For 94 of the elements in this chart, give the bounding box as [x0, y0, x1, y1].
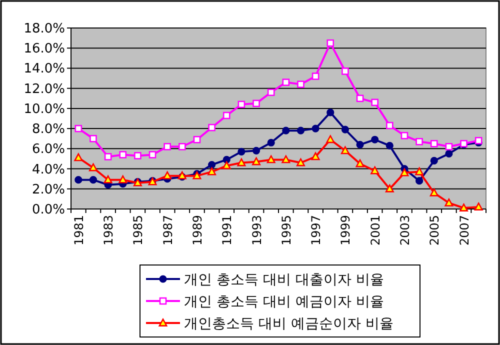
point [178, 143, 186, 150]
x-tick-label: 2001 [368, 215, 382, 246]
point [400, 132, 408, 140]
point [74, 124, 82, 132]
point [430, 156, 438, 165]
x-tick-label: 1987 [160, 215, 175, 246]
point [164, 143, 171, 150]
point [371, 136, 379, 144]
legend-label: 개인총소득 대비 예금순이자 비율 [184, 316, 394, 332]
point [88, 163, 98, 172]
point [118, 175, 128, 184]
point [104, 153, 112, 160]
point [90, 134, 97, 142]
point [326, 39, 334, 47]
point [386, 122, 394, 130]
point [385, 184, 394, 192]
point [237, 158, 246, 166]
y-tick-label: 14.0% [24, 62, 65, 77]
x-tick-label: 1993 [250, 215, 264, 246]
point [252, 100, 260, 108]
point [238, 100, 246, 108]
y-tick-label: 6.0% [32, 142, 65, 158]
y-tick-label: 8.0% [32, 122, 65, 138]
point [222, 112, 230, 120]
point [416, 177, 424, 185]
point [208, 124, 216, 132]
point [222, 161, 231, 170]
legend-label: 개인 총소득 대비 예금이자 비율 [184, 294, 384, 310]
point [445, 150, 453, 158]
point [208, 160, 216, 169]
x-tick-label: 2005 [428, 215, 442, 246]
x-tick-label: 1983 [102, 215, 116, 246]
y-tick-label: 12.0% [24, 82, 65, 97]
x-tick-label: 1991 [220, 215, 234, 246]
point [267, 138, 275, 146]
point [474, 202, 483, 210]
x-tick-label: 1981 [72, 215, 86, 246]
x-tick-label: 1985 [131, 215, 146, 246]
x-tick-label: 2007 [457, 215, 472, 246]
y-tick-label: 16.0% [24, 42, 65, 57]
point [356, 159, 364, 168]
point [340, 146, 350, 154]
x-tick-label: 2003 [398, 215, 412, 246]
point [74, 176, 82, 184]
y-tick-label: 10.0% [24, 102, 65, 117]
point [445, 143, 453, 150]
point [296, 158, 305, 166]
point [326, 108, 334, 116]
point [356, 140, 364, 148]
point [282, 78, 290, 86]
point [370, 166, 380, 174]
point [430, 188, 438, 196]
point [252, 157, 261, 166]
point [296, 126, 305, 134]
point [371, 98, 378, 106]
point [74, 153, 83, 162]
y-tick-label: 4.0% [32, 162, 65, 178]
point [430, 140, 438, 148]
point [460, 204, 468, 212]
point [267, 88, 275, 96]
y-tick-label: 0.0% [32, 202, 65, 218]
point [311, 152, 320, 160]
point [312, 124, 320, 132]
point [238, 148, 246, 156]
x-tick-label: 1999 [338, 215, 353, 246]
point [341, 126, 349, 134]
point [208, 167, 216, 176]
point [119, 151, 127, 158]
y-tick-label: 2.0% [32, 182, 65, 198]
point [148, 151, 156, 158]
y-tick-label: 18.0% [24, 22, 65, 36]
point [297, 80, 304, 88]
point [416, 138, 423, 146]
point [134, 152, 142, 160]
point [89, 176, 98, 184]
point [356, 94, 364, 102]
point [282, 155, 290, 164]
point [326, 135, 335, 144]
x-tick-label: 1989 [190, 215, 204, 246]
point [163, 171, 172, 180]
point [282, 126, 290, 134]
x-tick-label: 1995 [279, 215, 294, 246]
point [312, 72, 320, 80]
legend-label: 개인 총소득 대비 대출이자 비율 [184, 272, 384, 288]
point [400, 168, 409, 176]
x-tick-label: 1997 [309, 215, 324, 246]
point [104, 175, 112, 184]
point [386, 142, 394, 150]
point [342, 68, 349, 75]
point [444, 198, 454, 206]
point [415, 167, 424, 176]
point [252, 146, 260, 154]
point [193, 136, 201, 144]
point [266, 155, 276, 164]
